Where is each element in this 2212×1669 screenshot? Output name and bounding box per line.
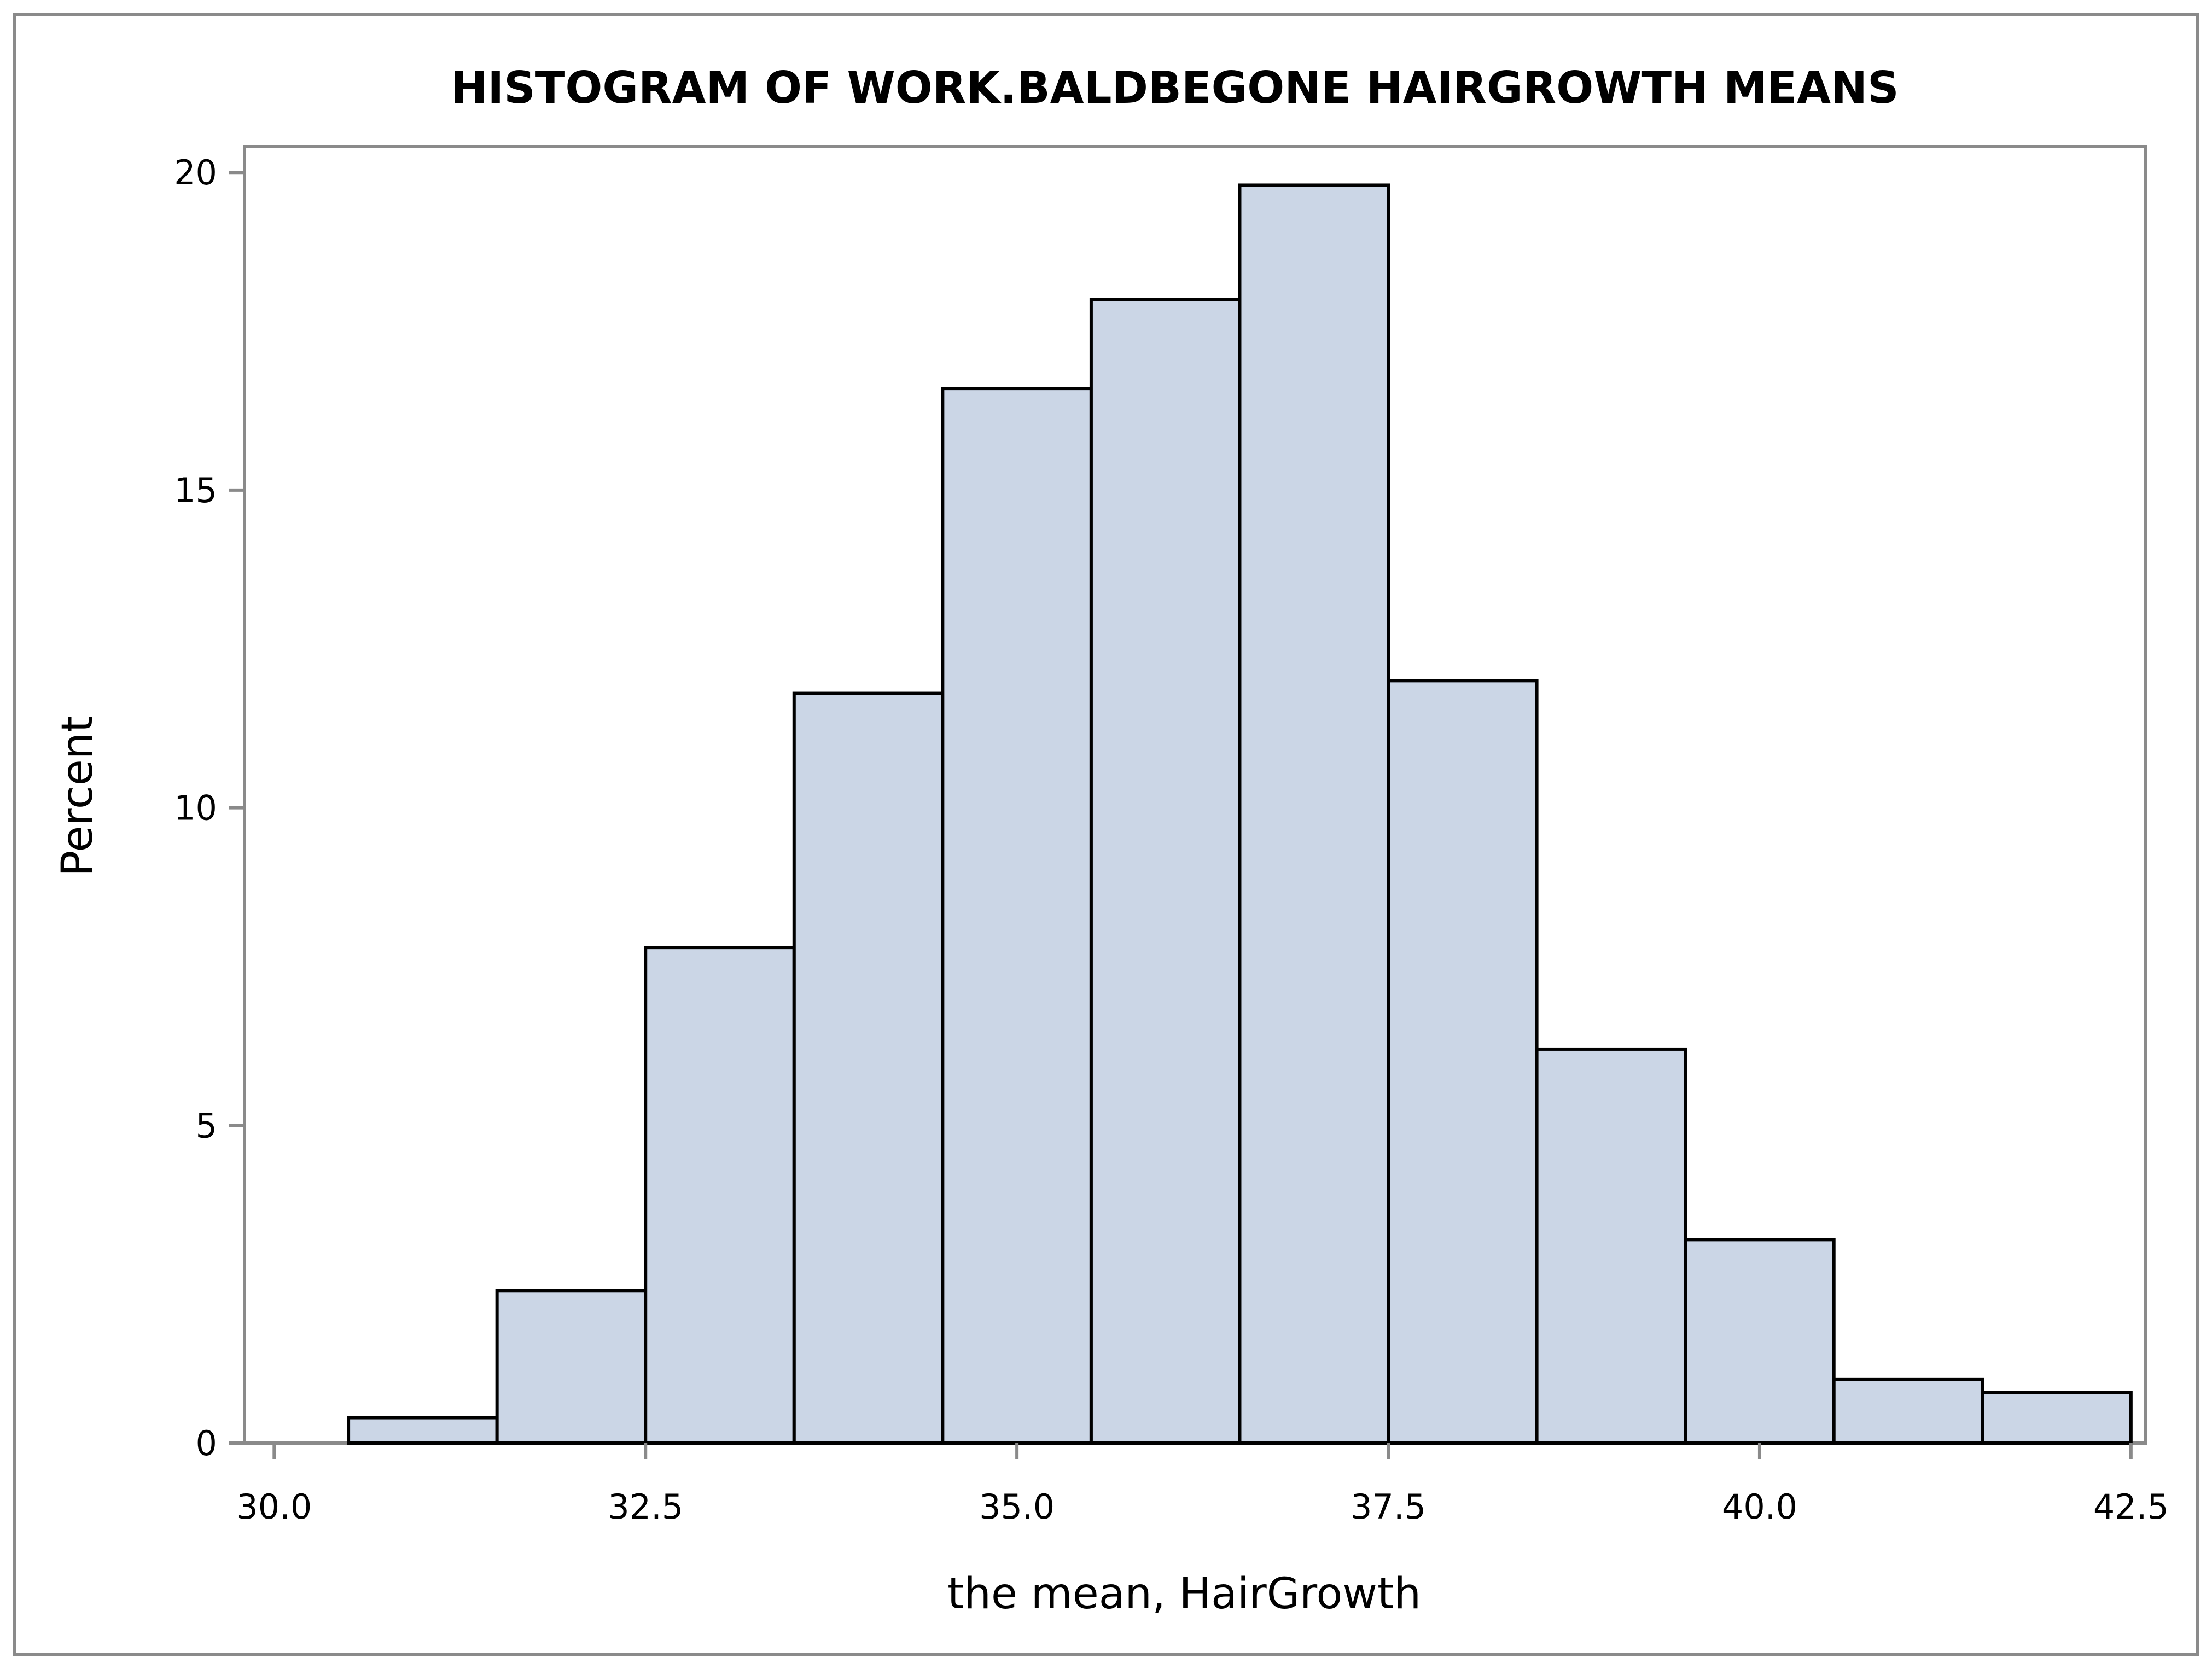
x-tick-label: 37.5: [1351, 1487, 1426, 1527]
x-tick-label: 40.0: [1722, 1487, 1797, 1527]
y-tick-label: 15: [174, 470, 217, 510]
y-tick-label: 5: [196, 1106, 217, 1145]
y-tick-label: 10: [174, 788, 217, 828]
x-axis: 30.0 32.5 35.0 37.5 40.0 42.5: [236, 1443, 2169, 1527]
y-tick-label: 0: [196, 1423, 217, 1463]
histogram-bar: [495, 1289, 648, 1445]
histogram-bar: [1684, 1238, 1836, 1445]
x-tick-label: 42.5: [2093, 1487, 2169, 1527]
histogram-bar: [1981, 1391, 2133, 1445]
histogram-bar: [1387, 679, 1539, 1445]
x-tick-label: 30.0: [236, 1487, 312, 1527]
histogram-bar: [941, 387, 1093, 1445]
histogram-bar: [1089, 298, 1242, 1445]
x-tick-label: 32.5: [608, 1487, 683, 1527]
x-tick-label: 35.0: [979, 1487, 1055, 1527]
y-axis-label: Percent: [53, 716, 102, 876]
histogram-bar: [792, 691, 945, 1445]
histogram-bar: [1238, 183, 1390, 1445]
y-axis: 0 5 10 15 20: [174, 153, 245, 1463]
histogram-bar: [1535, 1047, 1687, 1445]
chart-title: HISTOGRAM OF WORK.BALDBEGONE HAIRGROWTH …: [451, 62, 1899, 113]
x-axis-label: the mean, HairGrowth: [947, 1569, 1421, 1619]
histogram-bar: [644, 946, 796, 1445]
y-tick-label: 20: [174, 153, 217, 193]
histogram-bars: [347, 183, 2133, 1445]
histogram-bar: [347, 1416, 499, 1445]
histogram-bar: [1832, 1377, 1984, 1445]
